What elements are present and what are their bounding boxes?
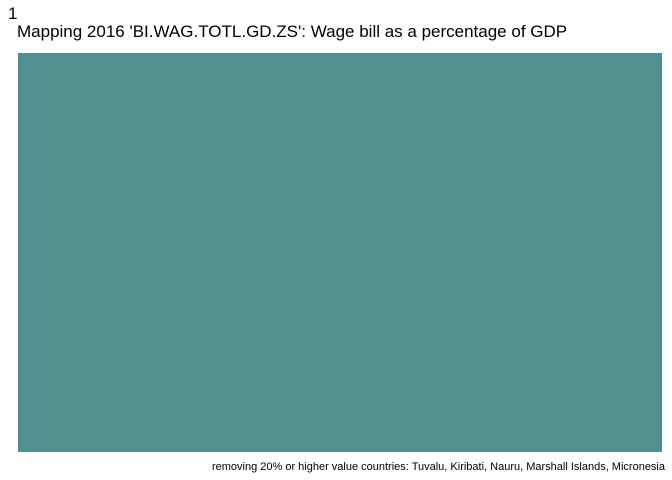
page-marker: 1 [8,4,18,23]
map-title: Mapping 2016 'BI.WAG.TOTL.GD.ZS': Wage b… [17,22,568,41]
map-panel [17,52,663,453]
map-caption: removing 20% or higher value countries: … [211,461,665,473]
